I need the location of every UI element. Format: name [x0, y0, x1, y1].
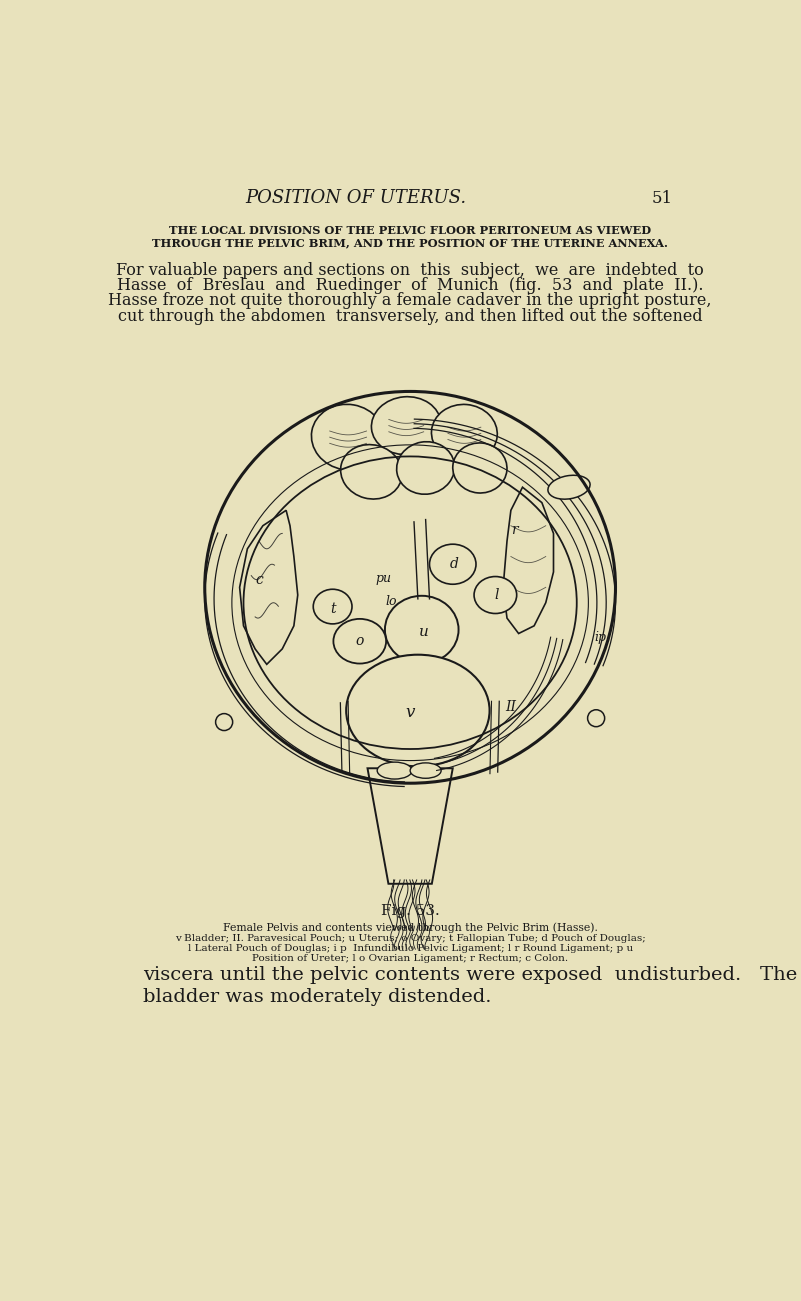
Text: For valuable papers and sections on  this  subject,  we  are  indebted  to: For valuable papers and sections on this…: [116, 262, 704, 278]
Text: Female Pelvis and contents viewed through the Pelvic Brim (Hasse).: Female Pelvis and contents viewed throug…: [223, 922, 598, 933]
Ellipse shape: [453, 442, 507, 493]
Ellipse shape: [396, 442, 455, 494]
Text: THE LOCAL DIVISIONS OF THE PELVIC FLOOR PERITONEUM AS VIEWED: THE LOCAL DIVISIONS OF THE PELVIC FLOOR …: [169, 225, 651, 237]
Text: II: II: [505, 700, 517, 714]
Ellipse shape: [340, 445, 402, 500]
Text: Fig. 53.: Fig. 53.: [380, 904, 440, 917]
Text: t: t: [330, 602, 336, 615]
Text: bladder was moderately distended.: bladder was moderately distended.: [143, 987, 491, 1006]
Ellipse shape: [201, 380, 619, 779]
Text: d: d: [450, 557, 459, 571]
Text: pu: pu: [375, 571, 391, 584]
Ellipse shape: [432, 405, 497, 462]
Ellipse shape: [346, 654, 489, 766]
Text: cut through the abdomen  transversely, and then lifted out the softened: cut through the abdomen transversely, an…: [118, 308, 702, 325]
Ellipse shape: [385, 596, 458, 664]
Text: l: l: [495, 588, 499, 602]
Text: l Lateral Pouch of Douglas; i p  Infundibulo Pelvic Ligament; l r Round Ligament: l Lateral Pouch of Douglas; i p Infundib…: [187, 945, 633, 952]
Text: r: r: [511, 523, 518, 536]
Text: v: v: [405, 704, 415, 721]
Text: c: c: [256, 572, 263, 587]
Text: POSITION OF UTERUS.: POSITION OF UTERUS.: [245, 190, 466, 207]
Ellipse shape: [429, 544, 476, 584]
Ellipse shape: [372, 397, 441, 454]
Ellipse shape: [474, 576, 517, 614]
Ellipse shape: [215, 714, 232, 731]
Text: ip: ip: [594, 631, 606, 644]
Text: Hasse  of  Breslau  and  Ruedinger  of  Munich  (fig.  53  and  plate  II.).: Hasse of Breslau and Ruedinger of Munich…: [117, 277, 703, 294]
Ellipse shape: [588, 710, 605, 727]
Ellipse shape: [333, 619, 386, 664]
Text: Position of Ureter; l o Ovarian Ligament; r Rectum; c Colon.: Position of Ureter; l o Ovarian Ligament…: [252, 954, 568, 963]
Text: u: u: [419, 624, 429, 639]
Text: v Bladder; II. Paravesical Pouch; u Uterus; o Ovary; t Fallopian Tube; d Pouch o: v Bladder; II. Paravesical Pouch; u Uter…: [175, 934, 646, 943]
Ellipse shape: [312, 405, 384, 470]
Text: 51: 51: [651, 190, 673, 207]
Ellipse shape: [548, 475, 590, 500]
Text: viscera until the pelvic contents were exposed  undisturbed.   The: viscera until the pelvic contents were e…: [143, 967, 797, 985]
Text: lo: lo: [385, 595, 396, 608]
Polygon shape: [368, 769, 453, 883]
Ellipse shape: [377, 762, 412, 779]
Ellipse shape: [313, 589, 352, 624]
Ellipse shape: [410, 762, 441, 778]
Text: THROUGH THE PELVIC BRIM, AND THE POSITION OF THE UTERINE ANNEXA.: THROUGH THE PELVIC BRIM, AND THE POSITIO…: [152, 238, 668, 248]
Polygon shape: [503, 487, 553, 634]
Text: Hasse froze not quite thoroughly a female cadaver in the upright posture,: Hasse froze not quite thoroughly a femal…: [108, 293, 712, 310]
Polygon shape: [239, 510, 298, 665]
Text: o: o: [356, 634, 364, 648]
